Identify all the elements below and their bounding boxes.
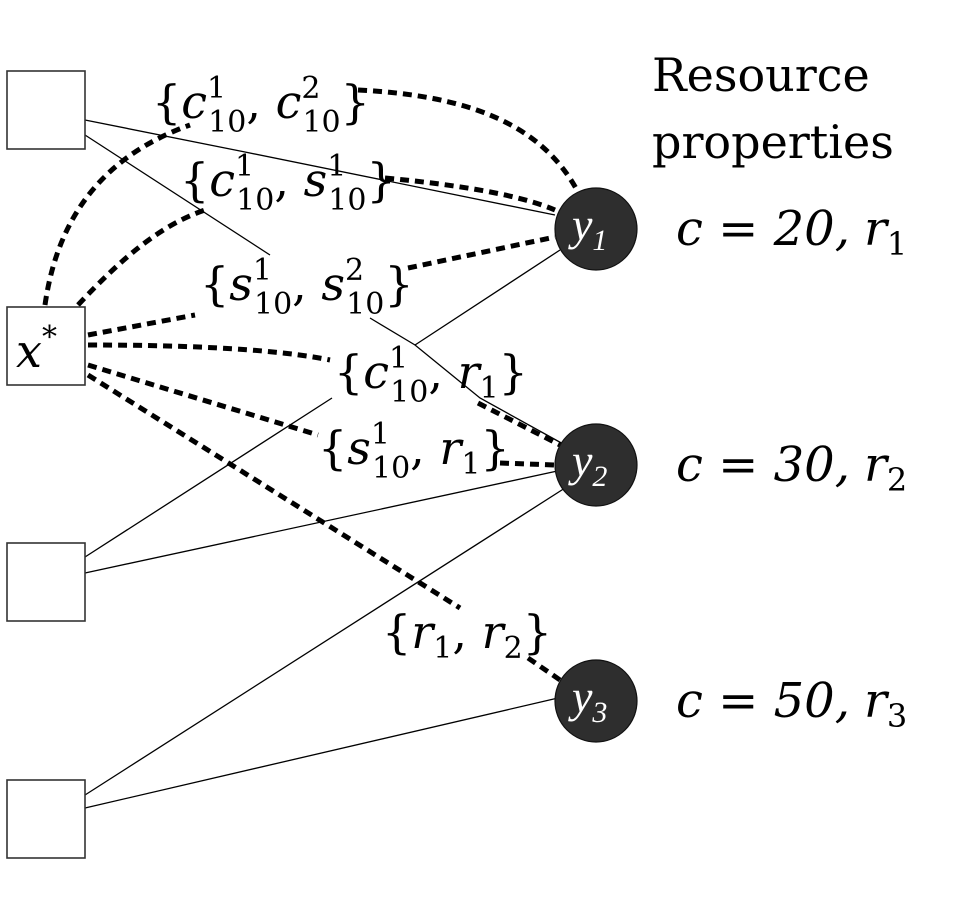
dotted-edge-5 [87, 362, 319, 438]
resource-properties: c = 20, r1 c = 30, r2 c = 50, r3 [676, 201, 907, 735]
property-y1: c = 20, r1 [676, 201, 907, 263]
edge-label-6: {r1, r2} [382, 605, 552, 666]
header-line-1: Resource [652, 48, 870, 102]
dotted-edges [42, 87, 581, 683]
resource-properties-header: Resource properties [652, 48, 894, 169]
resource-node-y3-label: y3 [568, 671, 607, 729]
dotted-edge-2 [76, 207, 206, 307]
dotted-edge-6 [86, 372, 462, 611]
resource-node-y3 [554, 659, 638, 743]
resource-node-y2 [554, 423, 638, 507]
dotted-edge-3 [87, 312, 196, 338]
task-box-3 [6, 542, 86, 622]
dotted-edge-1b [357, 87, 581, 194]
dotted-edge-3b [407, 234, 556, 271]
edge-box4-y2 [84, 487, 566, 796]
header-line-2: properties [652, 115, 894, 169]
resource-node-y1-label: y1 [568, 199, 607, 257]
edge-top-box-y1 [84, 119, 556, 216]
edge-label-2: {c1 10, s1 10} [180, 149, 396, 218]
property-y3: c = 50, r3 [676, 673, 907, 735]
dotted-edge-2b [384, 175, 556, 213]
edge-label-4: {c1 10, r1} [334, 341, 528, 410]
resource-nodes: y1 y2 y3 [554, 187, 638, 743]
task-boxes: x* [6, 70, 86, 859]
task-box-target [6, 306, 86, 386]
edge-label-1: {c1 10, c2 10} [152, 71, 370, 140]
task-box-4 [6, 779, 86, 859]
dotted-edge-1 [42, 122, 191, 306]
edge-label-5: {s1 10, r1} [318, 417, 510, 486]
edge-label-3: {s1 10, s2 10} [200, 253, 414, 322]
dotted-edge-5b [499, 460, 556, 468]
edge-top-box-y2 [84, 134, 566, 446]
resource-node-y1 [554, 187, 638, 271]
resource-node-y2-label: y2 [568, 435, 607, 493]
property-y2: c = 30, r2 [676, 437, 907, 499]
dotted-edge-4b [476, 400, 562, 448]
edge-box4-y3 [84, 697, 559, 809]
dotted-edge-4 [87, 342, 331, 363]
task-box-1 [6, 70, 86, 150]
target-task-label: x* [16, 320, 57, 378]
edge-labels: {c1 10, c2 10} {c1 10, s1 10} {s1 10, s2 10} {… [152, 71, 552, 666]
dotted-edge-6b [526, 655, 562, 683]
